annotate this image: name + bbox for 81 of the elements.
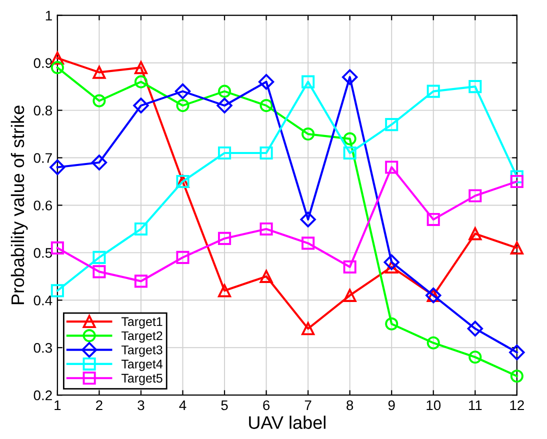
point (133, 98, 149, 114)
point (426, 212, 440, 226)
y-tick-label: 0.2 (34, 390, 52, 400)
y-tick-label: 0.5 (34, 248, 52, 258)
point (384, 254, 400, 270)
point (426, 336, 440, 350)
point (50, 284, 64, 298)
point (216, 98, 232, 114)
x-tick-label: 4 (179, 400, 186, 410)
x-tick-label: 6 (263, 400, 270, 410)
x-tick-label: 3 (138, 400, 144, 410)
point (260, 222, 273, 236)
x-tick-label: 2 (96, 400, 102, 410)
y-tick-label: 0.6 (34, 200, 52, 210)
point (50, 52, 64, 65)
x-tick-label: 1 (54, 400, 61, 410)
point (510, 370, 524, 383)
point (92, 250, 106, 264)
y-tick-label: 0.9 (34, 58, 52, 68)
point (468, 350, 482, 364)
point (510, 241, 524, 254)
y-tick-label: 0.3 (34, 342, 52, 353)
point (343, 260, 356, 274)
x-tick-label: 10 (426, 400, 441, 410)
legend-label: Target1 (121, 317, 162, 328)
x-tick-label: 9 (388, 400, 395, 410)
legend-label: Target5 (121, 374, 162, 386)
point (468, 80, 482, 94)
point (343, 288, 356, 302)
y-axis-title: Probability value of strike (10, 106, 28, 304)
point (467, 320, 483, 336)
point (218, 232, 232, 245)
point (218, 284, 232, 298)
point (468, 227, 482, 240)
y-tick-label: 1 (46, 10, 52, 20)
legend-label: Target2 (121, 331, 162, 343)
x-axis-title: UAV label (249, 416, 326, 429)
point (385, 317, 398, 330)
x-tick-label: 8 (346, 400, 354, 410)
point (258, 74, 274, 90)
point (342, 69, 358, 85)
point (134, 222, 148, 236)
point (343, 132, 356, 146)
point (385, 160, 398, 174)
point (176, 250, 190, 264)
x-tick-label: 12 (510, 400, 524, 410)
point (343, 146, 356, 160)
y-tick-label: 0.7 (34, 153, 52, 163)
point (302, 322, 315, 336)
point (300, 212, 316, 228)
point (92, 66, 106, 79)
point (50, 61, 64, 74)
x-tick-label: 11 (468, 400, 482, 410)
point (260, 270, 273, 283)
point (218, 146, 232, 160)
point (92, 94, 106, 108)
point (260, 99, 273, 112)
point (510, 174, 524, 188)
point (50, 241, 64, 254)
x-tick-label: 5 (221, 400, 228, 410)
point (174, 83, 191, 100)
point (92, 265, 106, 278)
point (426, 84, 440, 98)
point (218, 84, 232, 98)
point (260, 146, 273, 160)
x-tick-label: 7 (304, 400, 312, 410)
point (385, 118, 398, 132)
point (468, 189, 482, 202)
point (302, 128, 315, 141)
point (509, 344, 525, 360)
y-tick-label: 0.8 (34, 106, 52, 116)
point (134, 61, 148, 74)
point (134, 274, 148, 288)
point (302, 75, 315, 88)
point (302, 236, 315, 250)
point (91, 154, 108, 170)
legend-label: Target4 (121, 360, 163, 371)
point (176, 99, 190, 112)
legend-label: Target3 (121, 345, 162, 357)
y-tick-label: 0.4 (34, 296, 52, 306)
point (134, 75, 148, 88)
